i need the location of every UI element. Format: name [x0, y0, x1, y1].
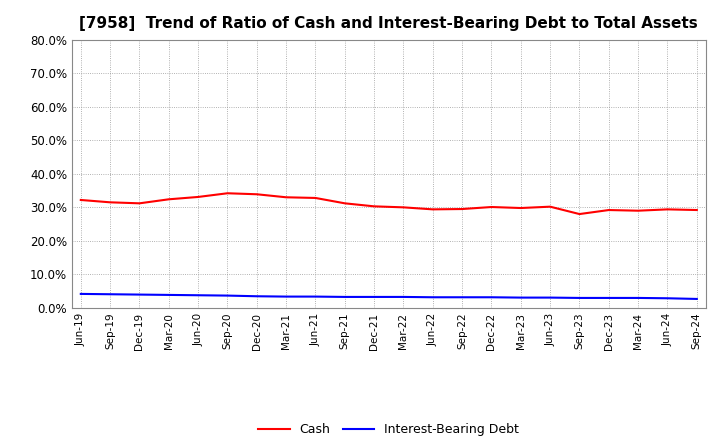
Interest-Bearing Debt	[311, 294, 320, 299]
Interest-Bearing Debt	[76, 291, 85, 297]
Interest-Bearing Debt	[194, 293, 202, 298]
Cash	[194, 194, 202, 200]
Cash	[311, 195, 320, 201]
Interest-Bearing Debt	[399, 294, 408, 300]
Interest-Bearing Debt	[164, 292, 173, 297]
Cash	[399, 205, 408, 210]
Cash	[487, 204, 496, 209]
Cash	[605, 207, 613, 213]
Interest-Bearing Debt	[341, 294, 349, 300]
Cash	[76, 197, 85, 202]
Cash	[282, 194, 290, 200]
Interest-Bearing Debt	[428, 295, 437, 300]
Interest-Bearing Debt	[370, 294, 379, 300]
Cash	[370, 204, 379, 209]
Interest-Bearing Debt	[135, 292, 144, 297]
Cash	[575, 211, 584, 216]
Interest-Bearing Debt	[605, 295, 613, 301]
Cash	[516, 205, 525, 211]
Cash	[428, 207, 437, 212]
Cash	[663, 207, 672, 212]
Interest-Bearing Debt	[693, 296, 701, 301]
Interest-Bearing Debt	[106, 292, 114, 297]
Cash	[223, 191, 232, 196]
Cash	[546, 204, 554, 209]
Title: [7958]  Trend of Ratio of Cash and Interest-Bearing Debt to Total Assets: [7958] Trend of Ratio of Cash and Intere…	[79, 16, 698, 32]
Cash	[634, 208, 642, 213]
Cash	[341, 201, 349, 206]
Cash	[458, 206, 467, 212]
Interest-Bearing Debt	[663, 296, 672, 301]
Cash	[164, 197, 173, 202]
Line: Cash: Cash	[81, 193, 697, 214]
Interest-Bearing Debt	[282, 294, 290, 299]
Interest-Bearing Debt	[516, 295, 525, 300]
Interest-Bearing Debt	[487, 295, 496, 300]
Cash	[693, 207, 701, 213]
Cash	[106, 200, 114, 205]
Cash	[253, 192, 261, 197]
Interest-Bearing Debt	[575, 295, 584, 301]
Interest-Bearing Debt	[458, 295, 467, 300]
Interest-Bearing Debt	[223, 293, 232, 298]
Legend: Cash, Interest-Bearing Debt: Cash, Interest-Bearing Debt	[253, 418, 524, 440]
Cash	[135, 201, 144, 206]
Interest-Bearing Debt	[253, 293, 261, 299]
Interest-Bearing Debt	[546, 295, 554, 300]
Line: Interest-Bearing Debt: Interest-Bearing Debt	[81, 294, 697, 299]
Interest-Bearing Debt	[634, 295, 642, 301]
